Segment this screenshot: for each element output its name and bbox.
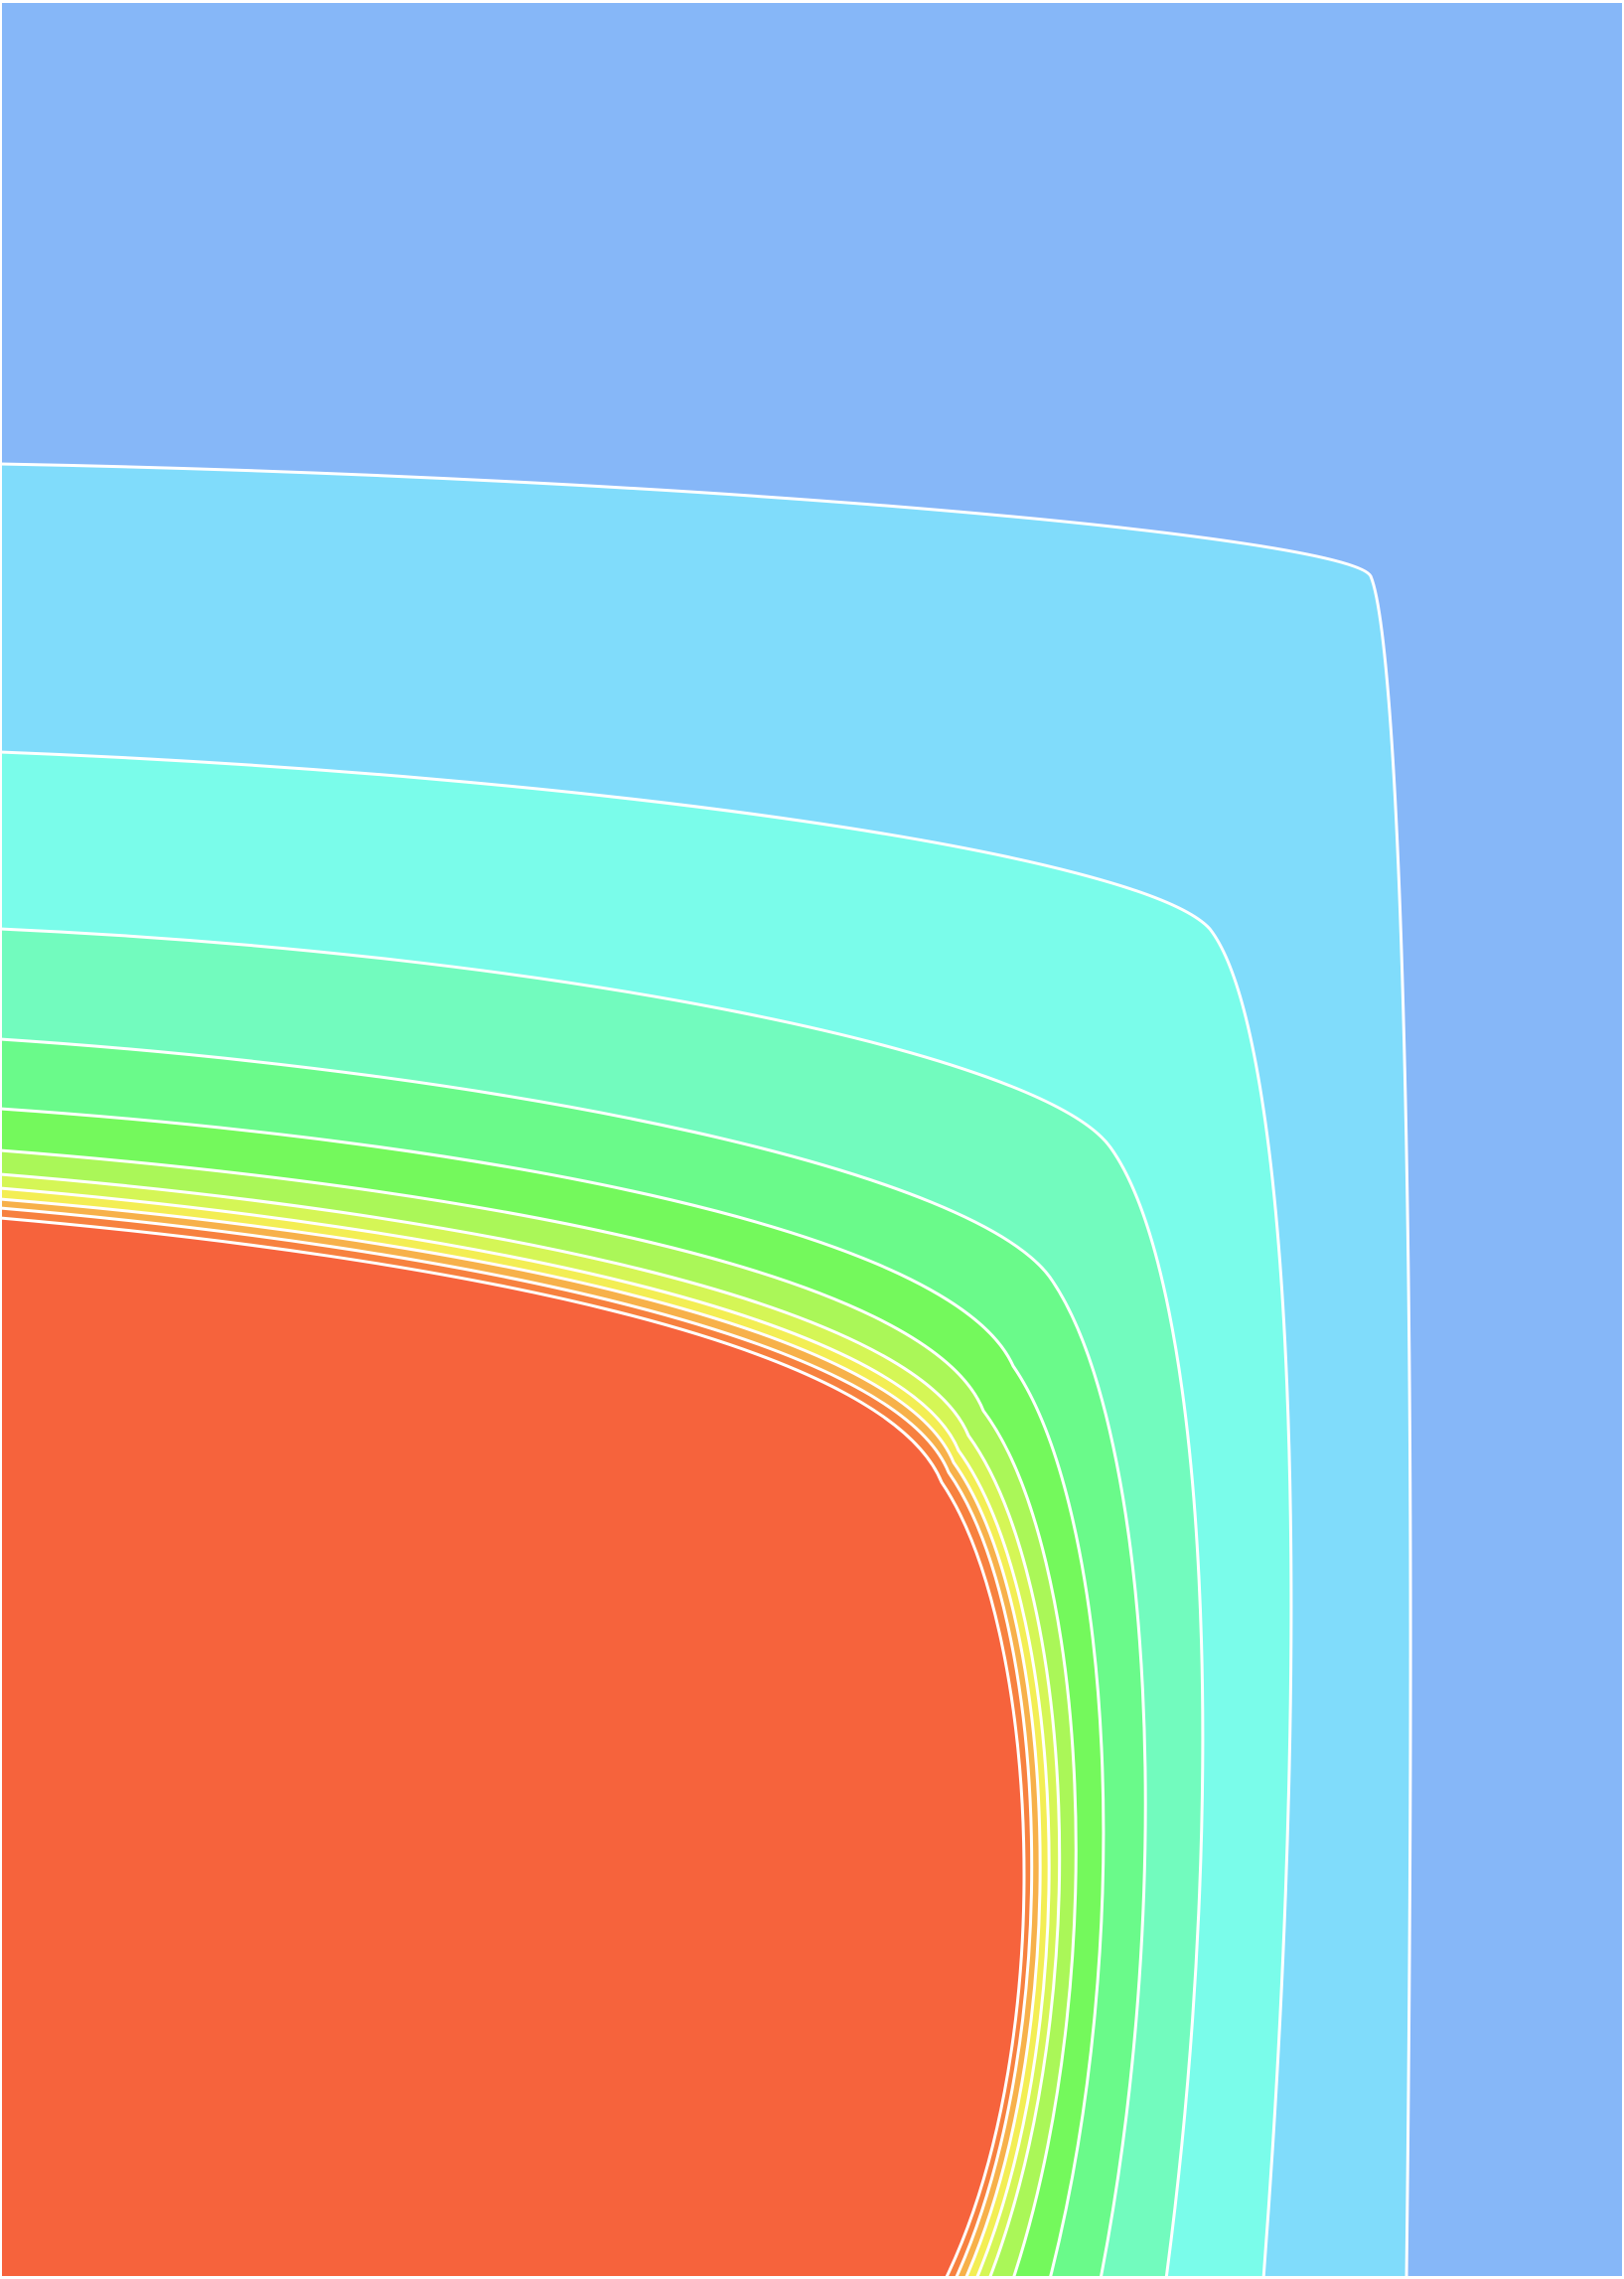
contour-line-1 [0,462,1412,2279]
contour-line-7 [0,1172,1062,2279]
contour-line-2 [0,750,1293,2279]
contour-line-3 [0,927,1205,2279]
contour-line-4 [0,1037,1147,2279]
contour-bands [0,462,1412,2279]
contour-line-5 [0,1107,1106,2279]
contour-line-10 [0,1206,1034,2279]
contour-line-6 [0,1148,1078,2279]
contour-line-11 [0,1216,1026,2279]
contour-band-11 [0,1218,1024,2279]
contour-line-8 [0,1186,1051,2279]
contour-line-9 [0,1197,1042,2279]
